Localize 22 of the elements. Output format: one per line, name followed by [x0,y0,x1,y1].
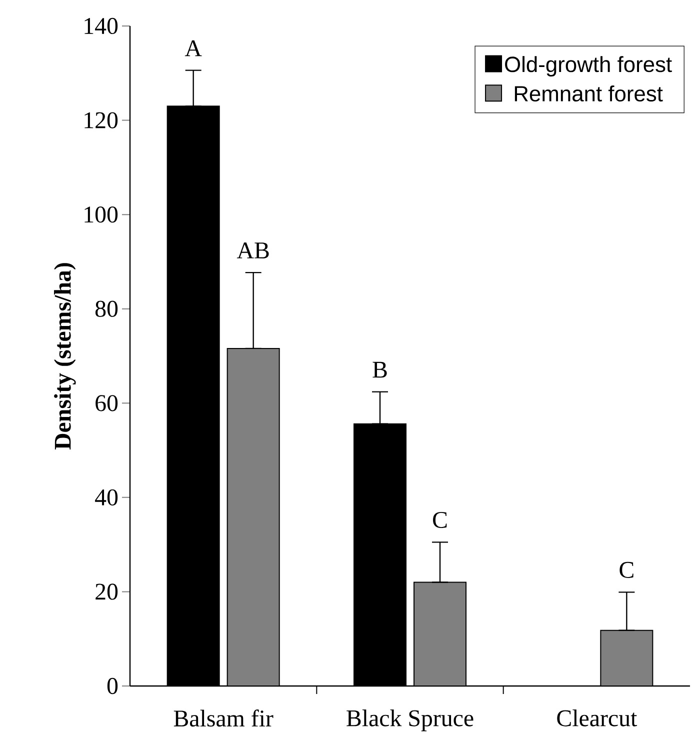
y-tick-label: 60 [96,395,118,412]
x-tick-label: Black Spruce [346,710,474,732]
bar [600,630,654,686]
y-tick-label: 100 [84,206,118,223]
y-tick-label: 0 [107,678,118,694]
y-tick-label: 140 [84,18,118,34]
x-tick-label: Clearcut [557,710,638,726]
annotation: B [372,362,387,378]
x-tick-label: Balsam fir [174,710,274,727]
annotation: C [433,512,447,528]
y-tick-label: 20 [96,584,118,600]
annotation: C [620,562,634,578]
bar [414,582,467,686]
y-tick-label: 120 [84,112,118,128]
y-tick-label: 80 [95,300,118,317]
legend-label: Remnant forest [514,85,663,102]
annotation: A [184,40,202,56]
bar [226,348,280,686]
legend-label: Old-growth forest [505,56,672,77]
y-tick-label: 40 [95,489,118,506]
y-axis-title: Density (stems/ha) [54,263,76,450]
annotation: AB [236,242,269,258]
